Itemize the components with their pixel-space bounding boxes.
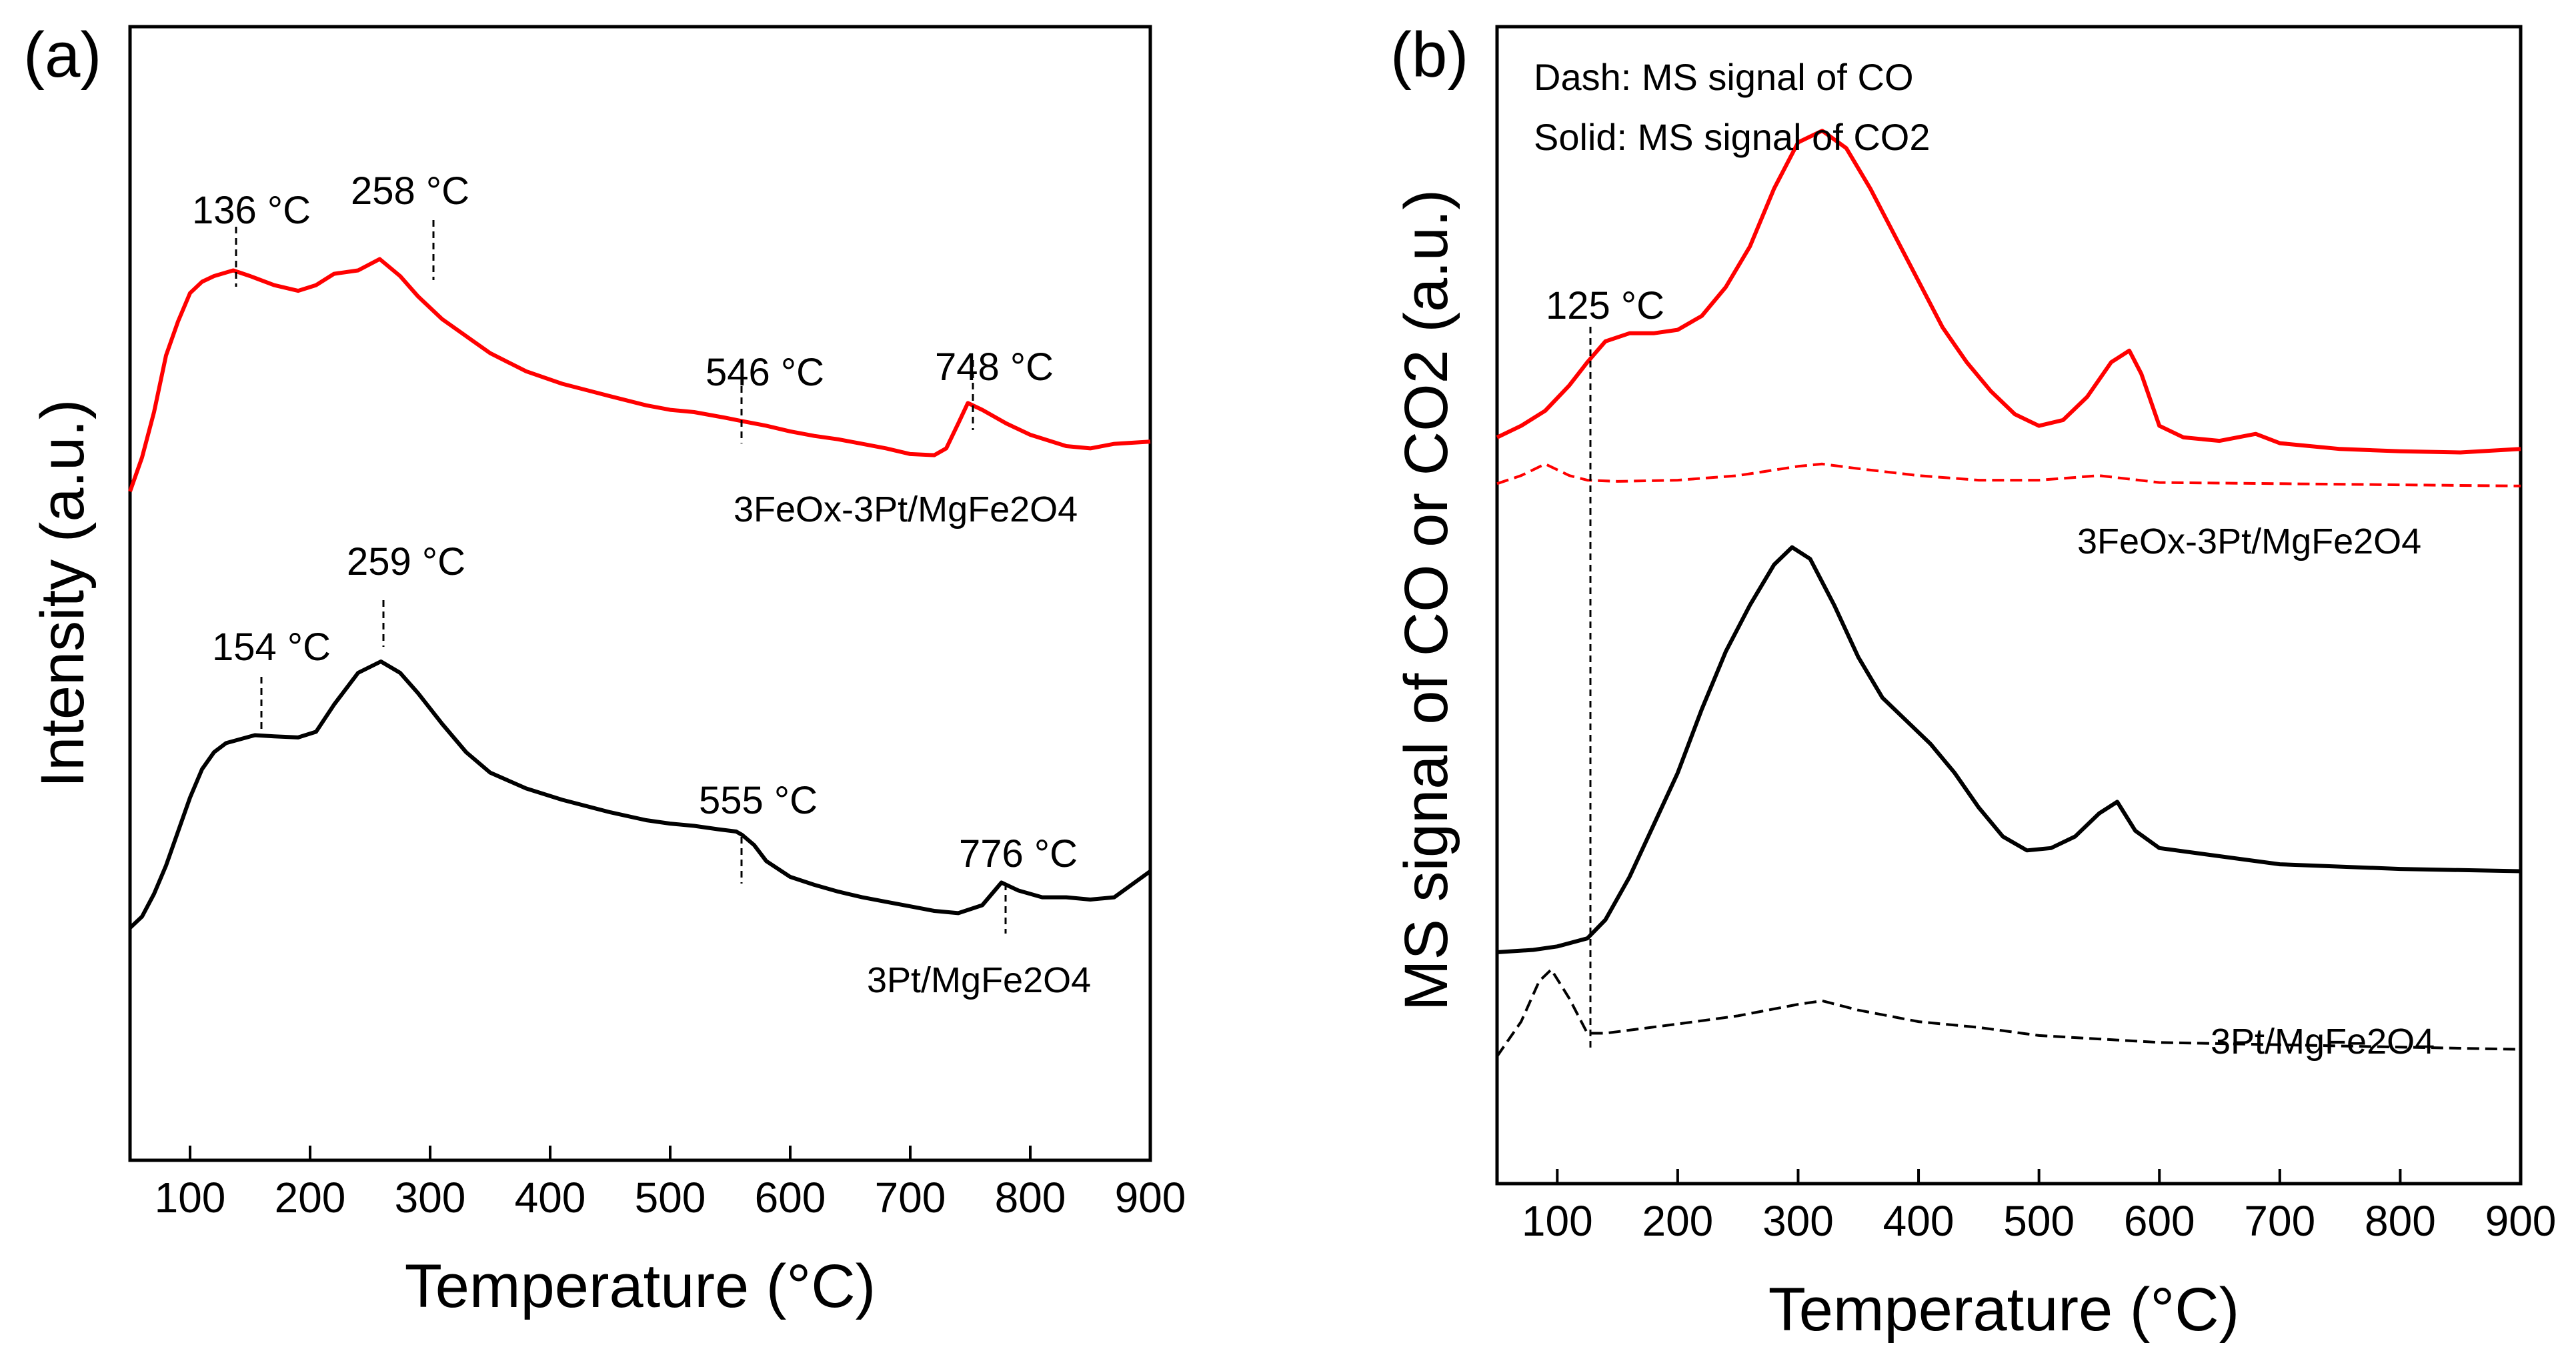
x-tick-label-700: 700: [2244, 1197, 2315, 1245]
x-tick-label-300: 300: [395, 1174, 466, 1222]
series-line-3pt-mgfe2o4-co: [1496, 968, 2521, 1058]
panel-a-plot-frame: [128, 25, 1152, 1162]
panel-a-y-axis-label: Intensity (a.u.): [29, 399, 97, 788]
peak-label-776: 776 °C: [959, 832, 1078, 876]
x-tick-label-100: 100: [155, 1174, 226, 1222]
legend-solid: Solid: MS signal of CO2: [1534, 116, 1930, 158]
x-tick-label-800: 800: [2365, 1197, 2436, 1245]
x-tick-label-100: 100: [1522, 1197, 1593, 1245]
peak-label-125: 125 °C: [1546, 284, 1664, 327]
peak-label-555: 555 °C: [699, 779, 818, 822]
peak-label-546: 546 °C: [706, 351, 824, 394]
series-line-3feox-3pt-mgfe2o4-co: [1496, 462, 2521, 487]
series-line-3feox-3pt-mgfe2o4: [128, 257, 1151, 492]
panel-a-label: (a): [23, 19, 101, 91]
panel-b-y-axis-label: MS signal of CO or CO2 (a.u.): [1392, 189, 1460, 1011]
panel-b-x-ticks: 100 200 300 400 500 600 700 800 900: [1522, 1169, 2556, 1245]
panel-a-x-ticks: 100 200 300 400 500 600 700 800 900: [155, 1146, 1186, 1222]
x-tick-label-900: 900: [2485, 1197, 2557, 1245]
peak-label-154: 154 °C: [212, 625, 331, 669]
panel-b-curves: [1496, 129, 2521, 1058]
x-tick-label-800: 800: [995, 1174, 1066, 1222]
peak-label-259: 259 °C: [347, 540, 465, 583]
panel-b-plot-frame: [1495, 25, 2523, 1186]
peak-label-136: 136 °C: [192, 189, 311, 232]
panel-a-x-axis-label: Temperature (°C): [405, 1252, 876, 1320]
peak-label-258: 258 °C: [351, 169, 469, 213]
panel-b-x-axis-label: Temperature (°C): [1768, 1276, 2240, 1344]
panel-b: (b) 100 200 300 400 500 600 700 800 900 Dash: MS…: [1390, 19, 2556, 1344]
series-label-a-pt: 3Pt/MgFe2O4: [867, 960, 1091, 1000]
x-tick-label-400: 400: [515, 1174, 586, 1222]
panel-b-label: (b): [1390, 19, 1468, 91]
x-tick-label-400: 400: [1883, 1197, 1955, 1245]
series-label-b-pt: 3Pt/MgFe2O4: [2211, 1022, 2435, 1062]
series-label-b-fe: 3FeOx-3Pt/MgFe2O4: [2077, 521, 2421, 561]
x-tick-label-500: 500: [635, 1174, 706, 1222]
series-label-a-fe: 3FeOx-3Pt/MgFe2O4: [734, 489, 1078, 529]
x-tick-label-600: 600: [755, 1174, 826, 1222]
x-tick-label-700: 700: [875, 1174, 946, 1222]
x-tick-label-300: 300: [1762, 1197, 1834, 1245]
x-tick-label-500: 500: [2003, 1197, 2075, 1245]
legend-dash: Dash: MS signal of CO: [1534, 56, 1914, 98]
panel-a: (a) 100 200 300 400 500 600 700 800 900 136 °C 2…: [23, 19, 1186, 1320]
x-tick-label-200: 200: [1642, 1197, 1713, 1245]
series-line-3pt-mgfe2o4-co2: [1496, 545, 2521, 954]
x-tick-label-600: 600: [2124, 1197, 2195, 1245]
series-line-3feox-3pt-mgfe2o4-co2: [1496, 129, 2521, 455]
panel-a-curves: [128, 257, 1152, 930]
series-line-3pt-mgfe2o4: [128, 659, 1152, 930]
panel-a-annotations: 136 °C 258 °C 546 °C 748 °C 154 °C 259 °…: [192, 169, 1078, 934]
x-tick-label-900: 900: [1115, 1174, 1186, 1222]
peak-label-748: 748 °C: [935, 345, 1054, 389]
x-tick-label-200: 200: [275, 1174, 346, 1222]
